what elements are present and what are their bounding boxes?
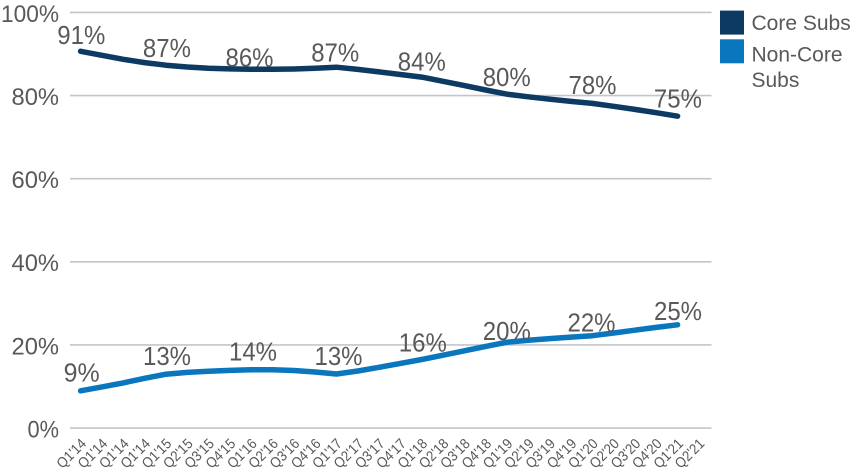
svg-text:87%: 87% — [311, 37, 359, 67]
svg-text:0%: 0% — [28, 416, 60, 443]
svg-text:78%: 78% — [569, 70, 617, 100]
svg-text:16%: 16% — [399, 328, 447, 358]
svg-text:91%: 91% — [57, 20, 105, 50]
svg-text:22%: 22% — [568, 307, 616, 337]
svg-text:Non-Core: Non-Core — [752, 43, 843, 66]
svg-text:20%: 20% — [12, 333, 60, 360]
svg-text:80%: 80% — [12, 84, 60, 111]
svg-text:25%: 25% — [654, 296, 702, 326]
svg-text:14%: 14% — [229, 337, 277, 367]
svg-text:9%: 9% — [64, 358, 100, 388]
svg-text:13%: 13% — [315, 341, 363, 371]
svg-text:20%: 20% — [483, 316, 531, 346]
svg-text:60%: 60% — [12, 167, 60, 194]
svg-text:40%: 40% — [12, 250, 60, 277]
svg-text:Core Subs: Core Subs — [752, 12, 851, 35]
svg-text:80%: 80% — [483, 62, 531, 92]
svg-text:13%: 13% — [143, 341, 191, 371]
svg-text:87%: 87% — [143, 33, 191, 63]
svg-text:100%: 100% — [1, 1, 59, 28]
svg-text:Subs: Subs — [752, 69, 800, 92]
svg-text:86%: 86% — [226, 42, 274, 72]
svg-text:84%: 84% — [398, 46, 446, 76]
svg-text:75%: 75% — [654, 83, 702, 113]
